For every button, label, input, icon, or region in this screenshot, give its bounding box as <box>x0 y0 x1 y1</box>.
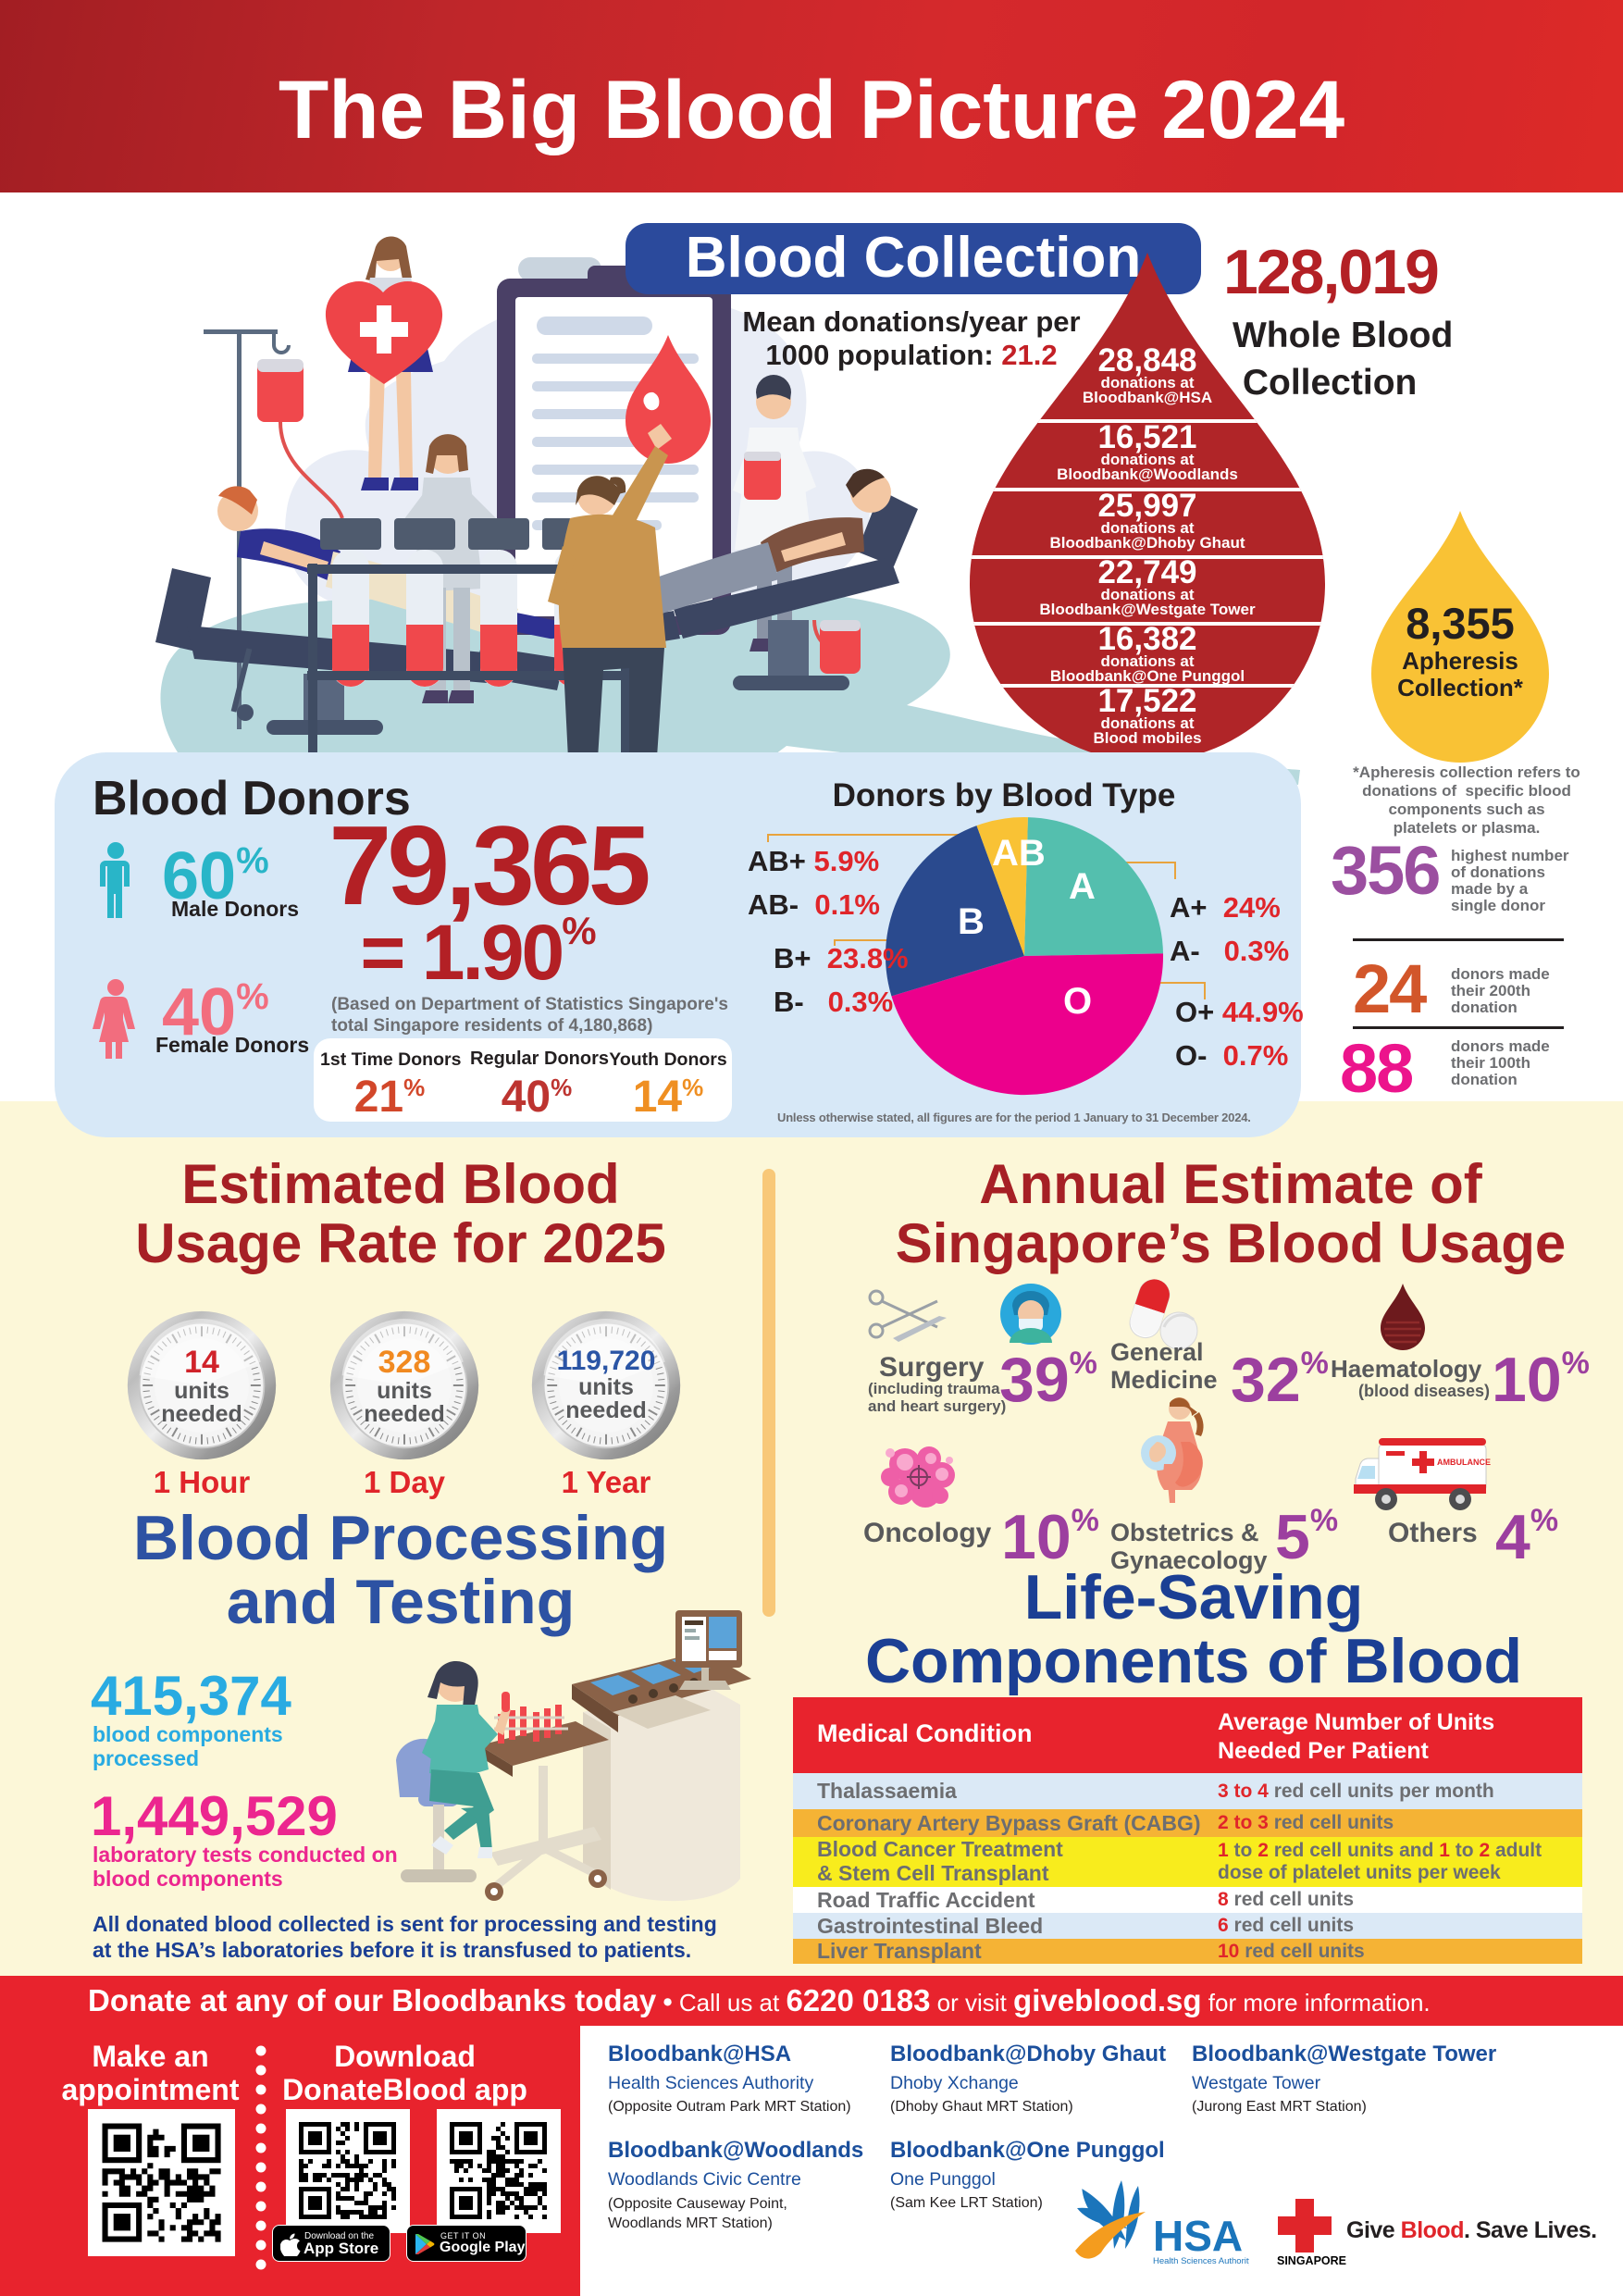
svg-text:AB: AB <box>992 833 1046 874</box>
svg-text:SINGAPORE: SINGAPORE <box>1277 2254 1346 2267</box>
svg-text:Health Sciences Authority: Health Sciences Authority <box>1153 2256 1249 2266</box>
svg-text:B: B <box>958 901 985 942</box>
svg-text:A: A <box>1069 866 1096 907</box>
svg-text:AMBULANCE: AMBULANCE <box>1437 1458 1491 1467</box>
svg-text:HSA: HSA <box>1153 2212 1243 2260</box>
svg-text:O: O <box>1063 981 1092 1022</box>
